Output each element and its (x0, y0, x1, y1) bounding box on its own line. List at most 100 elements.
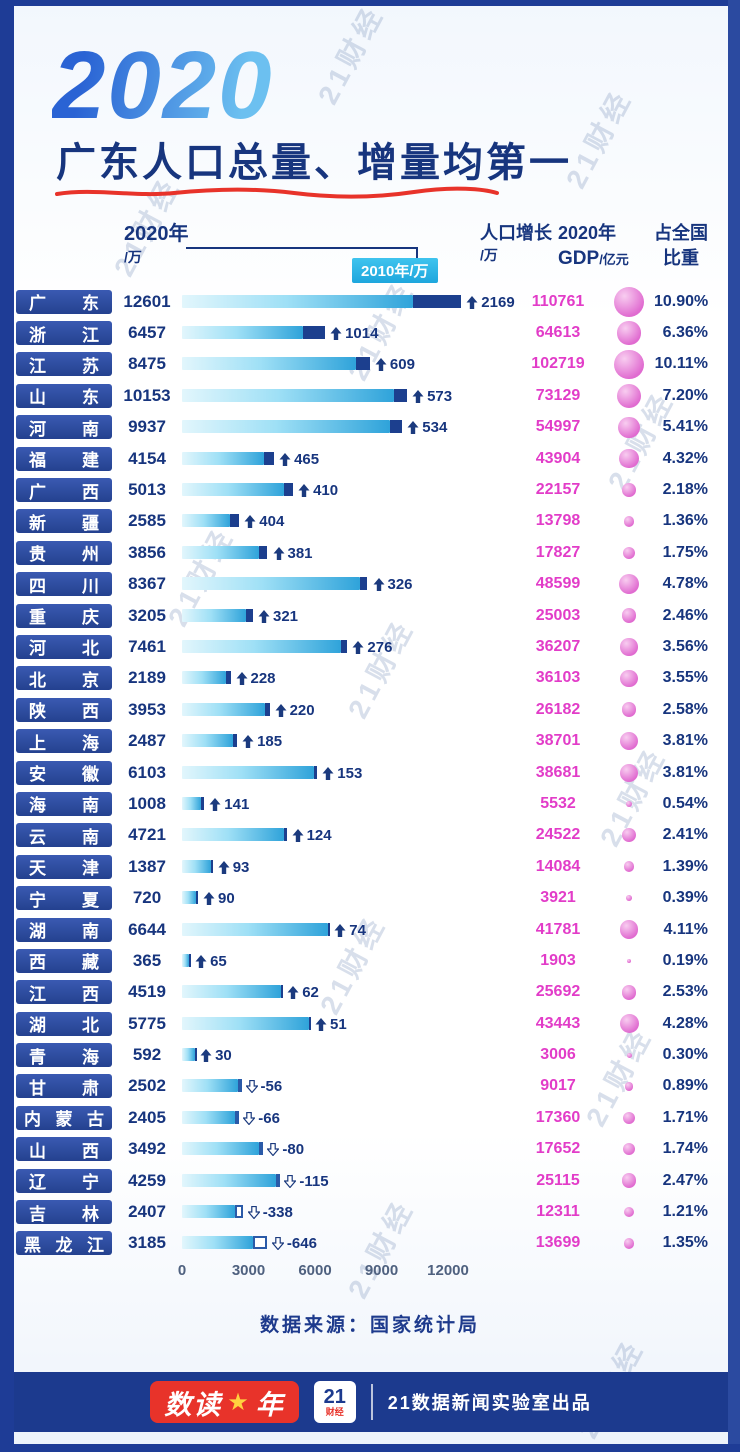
pop-2020-value: 5775 (128, 1013, 166, 1033)
province-row: 吉林 2407 -338 12311 1.21% (16, 1196, 726, 1227)
growth-down-icon (245, 1080, 258, 1094)
big-year: 2020 (52, 32, 274, 139)
population-bar (182, 1236, 253, 1250)
share-bubble (627, 958, 631, 963)
province-char: 南 (82, 922, 99, 941)
col-header-pop-2010: 2010年/万 (352, 258, 438, 283)
pop-2020-value: 6457 (128, 323, 166, 343)
growth-number: 93 (232, 858, 250, 876)
province-label: 江苏 (16, 352, 112, 377)
gdp-header-year: 2020年 (558, 223, 617, 243)
col-header-pop-2020: 2020年 /万 (124, 222, 189, 267)
growth-segment (394, 388, 408, 402)
growth-number: -56 (260, 1078, 283, 1096)
growth-up-icon (200, 1049, 212, 1063)
share-bubble (626, 895, 632, 901)
province-char: 湖 (29, 1016, 46, 1036)
province-row: 新疆 2585 404 13798 1.36% (16, 506, 726, 537)
pop-2020-value: 8475 (128, 354, 166, 374)
bar-cell: -646 (182, 1231, 512, 1255)
decline-segment (259, 1142, 264, 1156)
province-char: 海 (29, 796, 46, 816)
bar-cell: 124 (182, 823, 512, 847)
share-bubble-cell (604, 1238, 654, 1249)
province-char: 广 (29, 482, 46, 502)
growth-number: 65 (210, 952, 227, 970)
province-row: 湖南 6644 74 41781 4.11% (16, 914, 726, 945)
share-value: 0.19% (662, 951, 708, 969)
growth-segment (327, 922, 330, 936)
share-bubble (622, 483, 636, 497)
frame-left (0, 0, 14, 1452)
growth-number: 153 (337, 764, 363, 782)
bar-cell: -56 (182, 1074, 512, 1098)
gdp-value: 102719 (531, 355, 585, 373)
gdp-value: 22157 (535, 481, 581, 499)
province-label: 内蒙古 (16, 1105, 112, 1130)
population-bar (182, 1016, 309, 1030)
province-row: 河南 9937 534 54997 5.41% (16, 412, 726, 443)
province-char: 陕 (29, 702, 46, 722)
share-bubble-cell (604, 861, 654, 873)
population-bar (182, 608, 246, 622)
share-value: 4.32% (662, 449, 708, 467)
province-char: 京 (82, 670, 99, 690)
province-row: 广东 12601 2169 110761 10.90% (16, 286, 726, 317)
data-source-note: 数据来源：国家统计局 (259, 1315, 480, 1336)
growth-segment (413, 294, 462, 308)
growth-up-icon (209, 797, 221, 811)
share-value: 7.20% (662, 386, 708, 404)
province-char: 林 (82, 1204, 99, 1224)
gdp-value: 64613 (535, 324, 581, 342)
share-bubble-cell (604, 1014, 654, 1034)
growth-value: 228 (236, 670, 276, 687)
growth-value: -66 (243, 1110, 280, 1127)
population-bar (182, 1173, 277, 1187)
axis-tick-label: 9000 (364, 1262, 399, 1279)
population-bar (182, 953, 189, 967)
province-row: 河北 7461 276 36207 3.56% (16, 631, 726, 662)
province-char: 北 (82, 1016, 99, 1036)
growth-up-icon (466, 295, 478, 309)
share-value: 10.11% (654, 355, 708, 373)
share-value: 2.58% (662, 700, 708, 718)
bar-cell: 220 (182, 698, 512, 722)
growth-segment (283, 828, 287, 842)
gdp-value: 9017 (540, 1077, 576, 1095)
growth-up-icon (412, 389, 424, 403)
share-bubble (626, 1052, 632, 1058)
growth-segment (188, 953, 191, 967)
share-bubble (619, 1014, 639, 1034)
decline-segment (235, 1205, 243, 1219)
population-bar (182, 294, 414, 308)
share-bubble-cell (604, 449, 654, 469)
growth-segment (390, 420, 403, 434)
province-char: 西 (82, 984, 99, 1004)
province-label: 湖北 (16, 1011, 112, 1036)
growth-value: 321 (258, 608, 298, 625)
province-char: 青 (29, 1047, 46, 1067)
col-header-gdp: 2020年 GDP/亿元 (558, 222, 629, 270)
province-row: 广西 5013 410 22157 2.18% (16, 474, 726, 505)
province-row: 北京 2189 228 36103 3.55% (16, 663, 726, 694)
province-label: 湖南 (16, 917, 112, 942)
share-bubble-cell (604, 516, 654, 527)
growth-segment (201, 796, 205, 810)
gdp-value: 12311 (536, 1203, 580, 1221)
province-label: 甘肃 (16, 1074, 112, 1099)
province-char: 四 (29, 576, 46, 596)
decline-segment (235, 1110, 240, 1124)
province-char: 河 (29, 639, 46, 659)
growth-segment (284, 483, 294, 497)
share-bubble (621, 984, 637, 1000)
population-bar (182, 891, 196, 905)
growth-up-icon (218, 860, 230, 874)
growth-value: 153 (322, 765, 362, 782)
growth-number: 321 (273, 607, 299, 625)
share-bubble (624, 1082, 634, 1091)
share-value: 6.36% (662, 324, 708, 342)
pop-2020-value: 365 (132, 950, 162, 970)
page-title: 广东人口总量、增量均第一 (56, 141, 572, 185)
province-row: 陕西 3953 220 26182 2.58% (16, 694, 726, 725)
bar-cell: -80 (182, 1137, 512, 1161)
